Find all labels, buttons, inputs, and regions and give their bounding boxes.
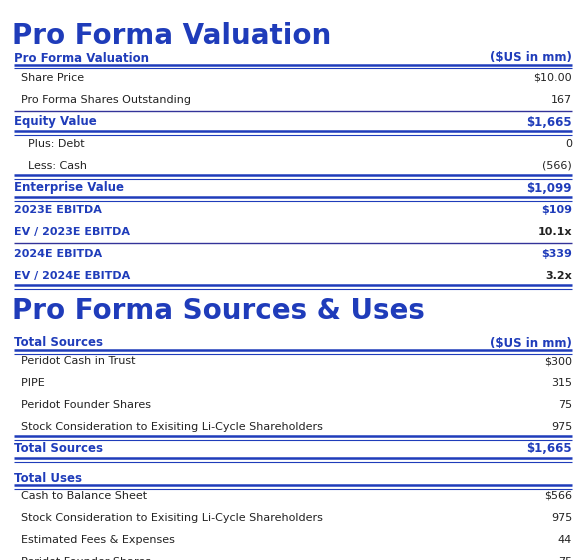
Text: $1,099: $1,099	[526, 181, 572, 194]
Text: 975: 975	[551, 422, 572, 432]
Text: Peridot Founder Shares: Peridot Founder Shares	[14, 557, 151, 560]
Text: Cash to Balance Sheet: Cash to Balance Sheet	[14, 491, 147, 501]
Text: 44: 44	[558, 535, 572, 545]
Text: $1,665: $1,665	[526, 442, 572, 455]
Text: Pro Forma Valuation: Pro Forma Valuation	[14, 52, 149, 64]
Text: EV / 2024E EBITDA: EV / 2024E EBITDA	[14, 271, 130, 281]
Text: $1,665: $1,665	[526, 115, 572, 128]
Text: Equity Value: Equity Value	[14, 115, 97, 128]
Text: 975: 975	[551, 513, 572, 523]
Text: 10.1x: 10.1x	[537, 227, 572, 237]
Text: Peridot Founder Shares: Peridot Founder Shares	[14, 400, 151, 410]
Text: $10.00: $10.00	[533, 73, 572, 83]
Text: Enterprise Value: Enterprise Value	[14, 181, 124, 194]
Text: 167: 167	[551, 95, 572, 105]
Text: Stock Consideration to Exisiting Li-Cycle Shareholders: Stock Consideration to Exisiting Li-Cycl…	[14, 422, 323, 432]
Text: Stock Consideration to Exisiting Li-Cycle Shareholders: Stock Consideration to Exisiting Li-Cycl…	[14, 513, 323, 523]
Text: Estimated Fees & Expenses: Estimated Fees & Expenses	[14, 535, 175, 545]
Text: 75: 75	[558, 557, 572, 560]
Text: ($US in mm): ($US in mm)	[490, 337, 572, 349]
Text: Pro Forma Shares Outstanding: Pro Forma Shares Outstanding	[14, 95, 191, 105]
Text: $566: $566	[544, 491, 572, 501]
Text: Plus: Debt: Plus: Debt	[14, 139, 84, 149]
Text: Total Sources: Total Sources	[14, 442, 103, 455]
Text: Less: Cash: Less: Cash	[14, 161, 87, 171]
Text: 75: 75	[558, 400, 572, 410]
Text: PIPE: PIPE	[14, 378, 45, 388]
Text: 2024E EBITDA: 2024E EBITDA	[14, 249, 102, 259]
Text: 315: 315	[551, 378, 572, 388]
Text: ($US in mm): ($US in mm)	[490, 52, 572, 64]
Text: $339: $339	[541, 249, 572, 259]
Text: 0: 0	[565, 139, 572, 149]
Text: (566): (566)	[542, 161, 572, 171]
Text: Pro Forma Sources & Uses: Pro Forma Sources & Uses	[12, 297, 425, 325]
Text: Total Uses: Total Uses	[14, 472, 82, 484]
Text: Peridot Cash in Trust: Peridot Cash in Trust	[14, 356, 135, 366]
Text: EV / 2023E EBITDA: EV / 2023E EBITDA	[14, 227, 130, 237]
Text: Share Price: Share Price	[14, 73, 84, 83]
Text: 3.2x: 3.2x	[545, 271, 572, 281]
Text: $300: $300	[544, 356, 572, 366]
Text: Total Sources: Total Sources	[14, 337, 103, 349]
Text: Pro Forma Valuation: Pro Forma Valuation	[12, 22, 331, 50]
Text: $109: $109	[541, 205, 572, 215]
Text: 2023E EBITDA: 2023E EBITDA	[14, 205, 102, 215]
